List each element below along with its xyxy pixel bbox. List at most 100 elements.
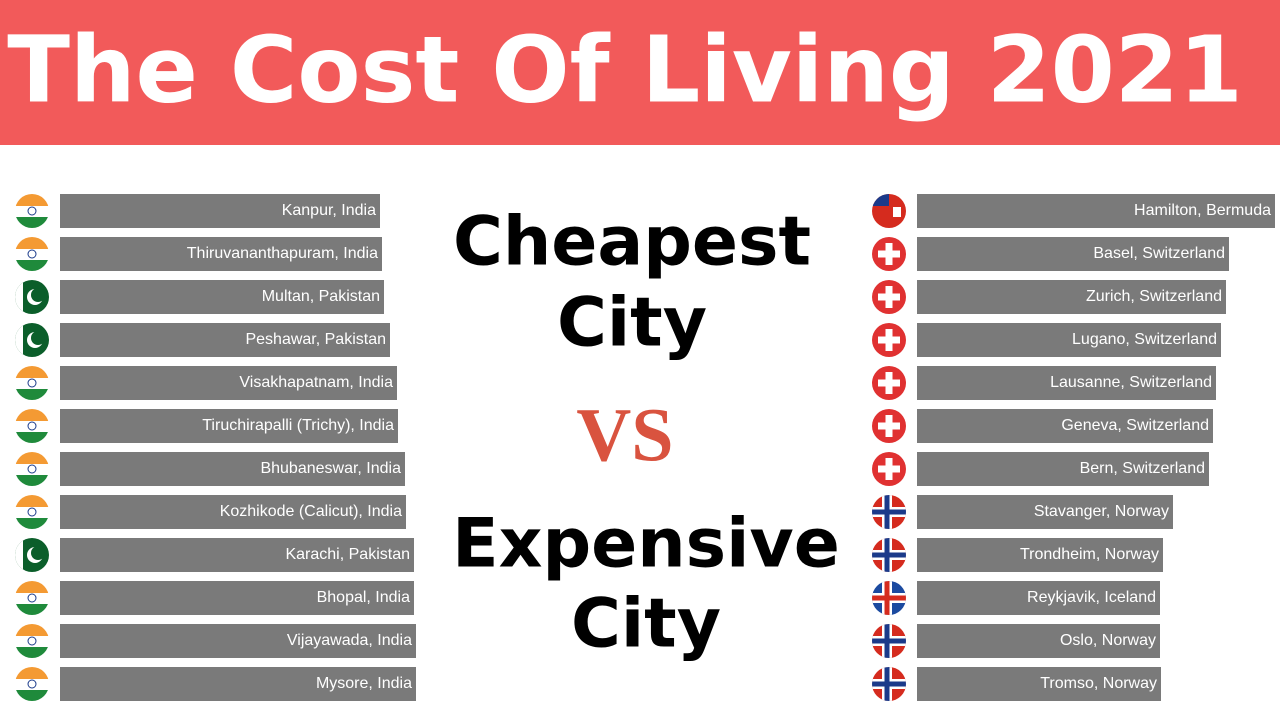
flag-part [31, 546, 45, 560]
bar-label: Bern, Switzerland [1080, 460, 1205, 477]
bar-label: Kanpur, India [282, 202, 376, 219]
vs: VS [576, 393, 673, 477]
title: The Cost Of Living 2021 [7, 16, 1243, 123]
flag [872, 581, 906, 615]
flag-part [31, 288, 45, 302]
bar [917, 624, 1160, 658]
flag-part [15, 249, 49, 260]
flag-part [15, 518, 49, 529]
flag [872, 495, 906, 529]
flag-part [15, 421, 49, 432]
flag-part [878, 336, 900, 344]
bar-label: Trondheim, Norway [1020, 546, 1159, 563]
flag [15, 581, 49, 615]
flag-part [15, 432, 49, 443]
flag-part [878, 250, 900, 258]
flag [15, 667, 49, 701]
bar [917, 194, 1275, 228]
flag-part [15, 217, 49, 228]
flag-part [15, 409, 49, 421]
flag-part [878, 422, 900, 430]
flag-part [872, 638, 906, 644]
bar [60, 280, 384, 314]
bar-label: Geneva, Switzerland [1061, 417, 1209, 434]
bar-label: Zurich, Switzerland [1086, 288, 1222, 305]
flag-part [15, 366, 49, 378]
flag [872, 409, 906, 443]
bar-label: Hamilton, Bermuda [1134, 202, 1271, 219]
bar-label: Visakhapatnam, India [239, 374, 393, 391]
flag [15, 366, 49, 400]
bar [60, 495, 406, 529]
bar [917, 667, 1161, 701]
flag-part [27, 464, 37, 474]
flag-part [15, 581, 49, 593]
bar [917, 280, 1226, 314]
bar [60, 323, 390, 357]
bar [917, 323, 1221, 357]
flag-part [15, 452, 49, 464]
flag-part [15, 679, 49, 690]
bar [60, 366, 397, 400]
flag [15, 194, 49, 228]
flag [872, 237, 906, 271]
bar-label: Bhopal, India [317, 589, 411, 606]
bar [917, 538, 1163, 572]
bar [917, 495, 1173, 529]
flag [15, 624, 49, 658]
flag-part [872, 681, 906, 687]
bar [60, 194, 380, 228]
bar-label: Tiruchirapalli (Trichy), India [202, 417, 394, 434]
bar [917, 366, 1216, 400]
flag-part [27, 636, 37, 646]
bar [60, 581, 414, 615]
heading: Expensive [452, 505, 840, 584]
flag-part [15, 280, 23, 314]
bar-label: Mysore, India [316, 675, 412, 692]
flag [15, 237, 49, 271]
flag [15, 323, 49, 357]
flag-part [15, 647, 49, 658]
flag [872, 667, 906, 701]
heading: City [571, 585, 721, 664]
flag-part [15, 667, 49, 679]
bar-label: Stavanger, Norway [1034, 503, 1169, 520]
flag-part [878, 379, 900, 387]
bar-label: Bhubaneswar, India [260, 460, 401, 477]
flag-part [872, 194, 889, 206]
bar [917, 237, 1229, 271]
bar [60, 624, 416, 658]
flag-part [27, 421, 37, 431]
flag-part [15, 389, 49, 400]
bar-label: Vijayawada, India [287, 632, 412, 649]
flag-part [27, 378, 37, 388]
bar [60, 237, 382, 271]
bar-label: Lugano, Switzerland [1072, 331, 1217, 348]
flag-part [15, 206, 49, 217]
bar-label: Basel, Switzerland [1093, 245, 1225, 262]
bar [917, 409, 1213, 443]
bar-label: Karachi, Pakistan [285, 546, 410, 563]
bar-label: Thiruvananthapuram, India [187, 245, 378, 262]
flag-part [15, 636, 49, 647]
flag-part [27, 507, 37, 517]
flag [872, 194, 906, 228]
heading: City [557, 284, 707, 363]
bar-label: Oslo, Norway [1060, 632, 1156, 649]
flag [15, 452, 49, 486]
bar [60, 452, 405, 486]
flag-part [15, 624, 49, 636]
flag-part [15, 507, 49, 518]
flag-part [872, 552, 906, 558]
bar-label: Tromso, Norway [1040, 675, 1157, 692]
flag-part [15, 593, 49, 604]
flag-part [15, 464, 49, 475]
bar-label: Peshawar, Pakistan [245, 331, 386, 348]
heading: Cheapest [453, 203, 811, 282]
bar [917, 581, 1160, 615]
flag [872, 280, 906, 314]
title-band [0, 0, 1280, 145]
flag [872, 323, 906, 357]
